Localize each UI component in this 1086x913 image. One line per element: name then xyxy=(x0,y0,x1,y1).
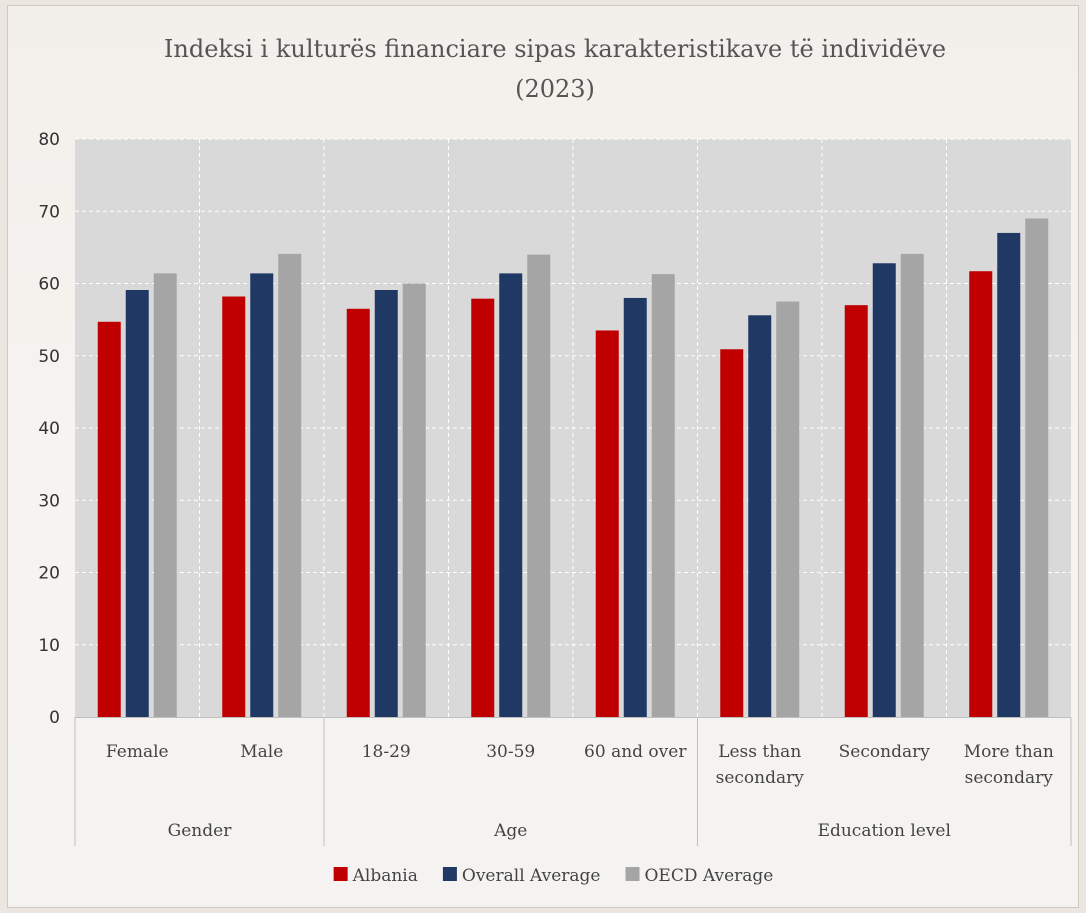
bar xyxy=(346,308,370,717)
bar xyxy=(872,263,896,717)
group-label: Gender xyxy=(168,821,233,841)
bar xyxy=(1025,218,1049,717)
bar xyxy=(997,232,1021,718)
bar xyxy=(97,321,121,717)
legend-swatch xyxy=(333,867,348,881)
chart-title: Indeksi i kulturës financiare sipas kara… xyxy=(164,35,946,63)
bar xyxy=(651,274,675,717)
bar xyxy=(748,315,772,717)
bar xyxy=(527,254,551,717)
y-tick-label: 20 xyxy=(38,564,60,584)
x-tick-label: Female xyxy=(106,742,169,762)
bar xyxy=(623,297,647,717)
bar xyxy=(125,290,149,717)
bar xyxy=(471,298,495,717)
group-label: Education level xyxy=(818,821,951,841)
bar xyxy=(969,271,993,717)
y-tick-label: 0 xyxy=(49,708,60,728)
bar xyxy=(250,273,274,717)
x-tick-label: 30-59 xyxy=(486,742,535,762)
y-tick-label: 40 xyxy=(38,419,60,439)
legend-entry: OECD Average xyxy=(645,866,774,886)
bar xyxy=(402,283,426,717)
x-tick-label: 60 and over xyxy=(584,742,687,762)
legend-entry: Albania xyxy=(352,866,418,886)
group-label: Age xyxy=(493,821,527,841)
x-tick-label: secondary xyxy=(716,768,805,788)
y-tick-label: 10 xyxy=(38,636,60,656)
bar xyxy=(278,253,302,717)
bar xyxy=(720,349,744,717)
bar xyxy=(374,290,398,717)
bar xyxy=(776,301,800,717)
y-tick-label: 30 xyxy=(38,491,60,511)
y-tick-label: 80 xyxy=(38,130,60,150)
bar xyxy=(595,330,619,717)
bar xyxy=(222,296,246,717)
legend-entry: Overall Average xyxy=(462,866,601,886)
x-tick-label: 18-29 xyxy=(362,742,411,762)
legend-swatch xyxy=(442,867,457,881)
bar xyxy=(499,273,523,717)
legend-swatch xyxy=(625,867,640,881)
x-tick-label: More than xyxy=(964,742,1054,762)
x-tick-label: Secondary xyxy=(839,742,931,762)
x-tick-label: secondary xyxy=(965,768,1054,788)
bar xyxy=(844,305,868,717)
y-tick-label: 70 xyxy=(38,202,60,222)
bar xyxy=(900,253,924,717)
bar xyxy=(153,273,177,717)
x-tick-label: Male xyxy=(240,742,283,762)
x-tick-label: Less than xyxy=(718,742,801,762)
chart-title: (2023) xyxy=(515,75,595,103)
y-tick-label: 60 xyxy=(38,275,60,295)
y-tick-label: 50 xyxy=(38,347,60,367)
